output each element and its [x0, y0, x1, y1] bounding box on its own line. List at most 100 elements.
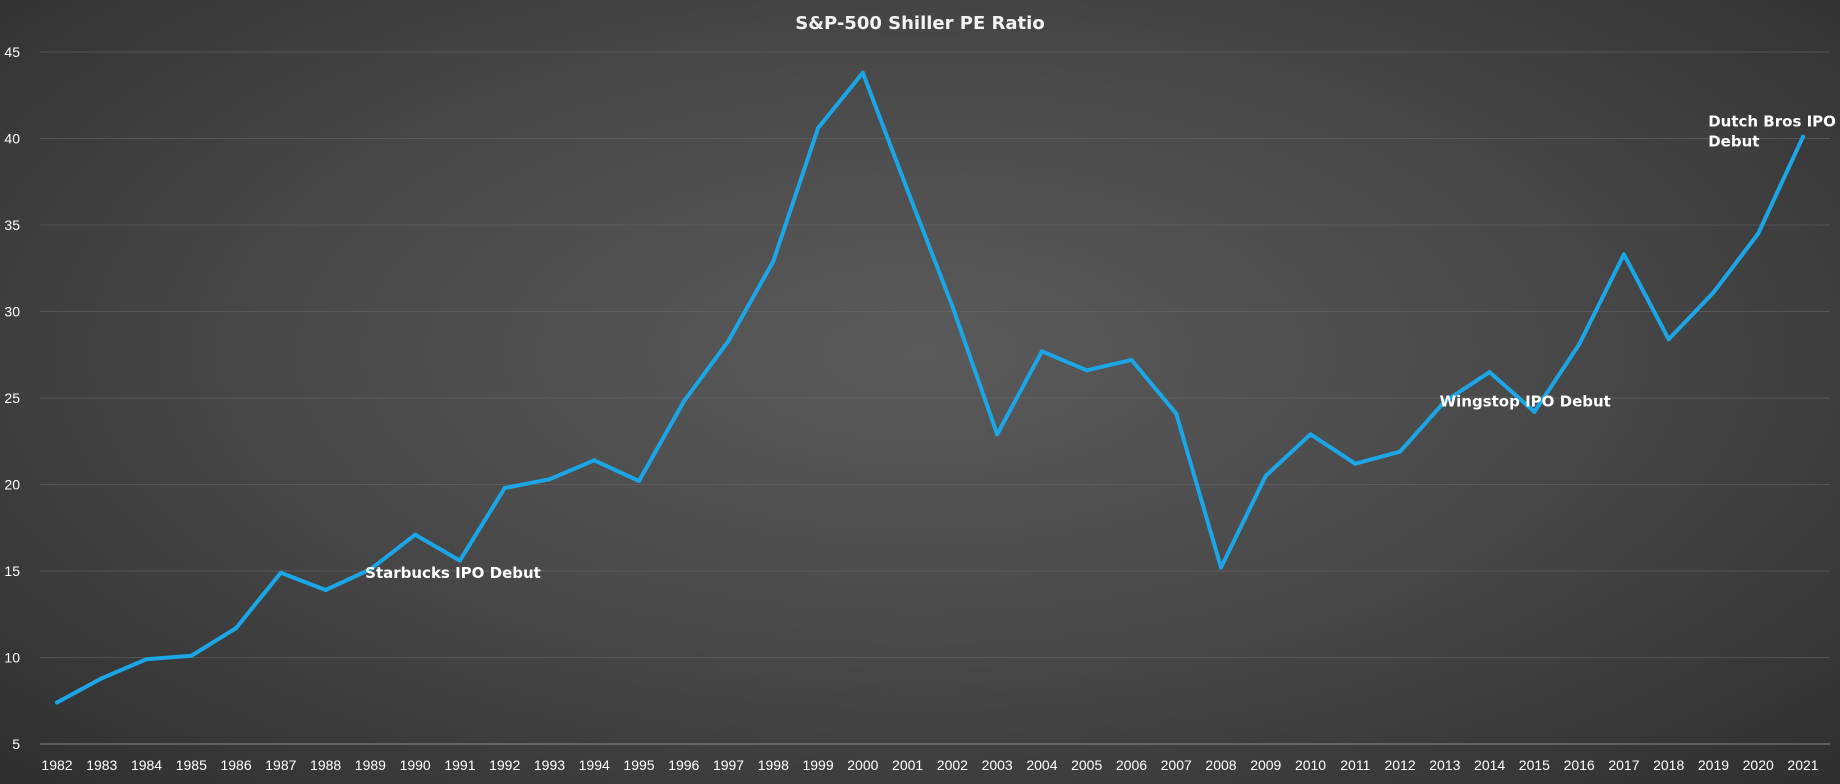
x-tick-label: 1999: [802, 757, 833, 773]
series-line-shiller-pe: [55, 70, 1805, 705]
annotation-starbucks: Starbucks IPO Debut: [365, 564, 541, 582]
x-tick-label: 1986: [220, 757, 251, 773]
x-tick-label: 1995: [623, 757, 654, 773]
data-point-2018: [1666, 337, 1671, 342]
data-point-2021: [1801, 134, 1805, 139]
x-tick-label: 1991: [444, 757, 475, 773]
data-point-2006: [1129, 357, 1134, 362]
x-tick-label: 2013: [1429, 757, 1460, 773]
x-tick-label: 2012: [1384, 757, 1415, 773]
x-tick-label: 1988: [310, 757, 341, 773]
data-point-2009: [1263, 473, 1268, 478]
data-point-2005: [1084, 368, 1089, 373]
x-tick-label: 2005: [1071, 757, 1102, 773]
data-point-1990: [413, 532, 418, 537]
data-point-2019: [1711, 290, 1716, 295]
x-tick-label: 1982: [41, 757, 72, 773]
x-tick-label: 2011: [1340, 757, 1370, 773]
x-tick-label: 1989: [355, 757, 386, 773]
x-tick-label: 1993: [534, 757, 565, 773]
x-tick-label: 2008: [1205, 757, 1236, 773]
data-point-1996: [681, 399, 686, 404]
x-tick-label: 1987: [265, 757, 296, 773]
data-point-1986: [234, 626, 239, 631]
data-point-2014: [1487, 370, 1492, 375]
x-tick-label: 2015: [1519, 757, 1550, 773]
x-tick-label: 1984: [131, 757, 162, 773]
data-point-1985: [189, 653, 194, 658]
y-tick-label: 40: [4, 131, 20, 147]
data-point-2008: [1219, 565, 1223, 570]
data-point-2010: [1308, 432, 1313, 437]
y-tick-label: 10: [4, 650, 20, 666]
data-point-1993: [547, 477, 552, 482]
data-point-2000: [860, 70, 865, 75]
data-point-2013: [1442, 399, 1447, 404]
data-point-2017: [1621, 252, 1626, 257]
x-tick-label: 2007: [1161, 757, 1192, 773]
x-tick-label: 1998: [758, 757, 789, 773]
y-tick-label: 30: [4, 304, 20, 320]
x-tick-label: 2021: [1787, 757, 1818, 773]
y-tick-label: 15: [4, 563, 20, 579]
data-point-1989: [368, 567, 373, 572]
x-tick-label: 2002: [937, 757, 968, 773]
x-tick-label: 2009: [1250, 757, 1281, 773]
x-tick-label: 2014: [1474, 757, 1505, 773]
x-tick-label: 1996: [668, 757, 699, 773]
x-tick-label: 2003: [982, 757, 1013, 773]
annotation-wingstop: Wingstop IPO Debut: [1440, 393, 1611, 411]
data-point-1998: [771, 259, 776, 264]
y-tick-label: 5: [12, 736, 20, 752]
data-point-2002: [950, 304, 955, 309]
data-point-1999: [816, 126, 821, 131]
data-point-2004: [1039, 349, 1044, 354]
x-tick-label: 1990: [400, 757, 431, 773]
data-point-2016: [1577, 342, 1582, 347]
x-tick-label: 1985: [176, 757, 207, 773]
x-axis-ticks: 1982 1983 1984 1985 1986 1987 1988 1989 1990 1991…: [41, 757, 1818, 773]
y-axis-ticks: 5 10 15 20 25 30 35 40 45: [4, 44, 20, 752]
data-point-2012: [1398, 449, 1403, 454]
chart-title: S&P-500 Shiller PE Ratio: [795, 13, 1044, 34]
y-tick-label: 25: [4, 390, 20, 406]
x-tick-label: 2004: [1026, 757, 1057, 773]
data-point-1987: [278, 570, 283, 575]
data-point-1997: [726, 338, 731, 343]
data-point-2011: [1353, 461, 1358, 466]
y-tick-label: 20: [4, 477, 20, 493]
x-tick-label: 1994: [579, 757, 610, 773]
data-point-1995: [637, 479, 641, 484]
gridlines: [40, 51, 1830, 658]
data-point-2020: [1756, 231, 1761, 236]
x-tick-label: 2018: [1653, 757, 1684, 773]
data-point-1982: [55, 700, 59, 705]
annotations: Starbucks IPO Debut Wingstop IPO Debut Dut…: [365, 112, 1836, 582]
x-tick-label: 1997: [713, 757, 744, 773]
y-tick-label: 35: [4, 217, 20, 233]
data-point-1988: [323, 588, 328, 593]
x-tick-label: 1983: [86, 757, 117, 773]
x-tick-label: 2016: [1564, 757, 1595, 773]
data-point-2001: [905, 188, 910, 193]
x-tick-label: 2020: [1743, 757, 1774, 773]
data-point-2007: [1174, 411, 1179, 416]
x-tick-label: 2019: [1698, 757, 1729, 773]
data-point-1983: [99, 676, 104, 681]
x-tick-label: 1992: [489, 757, 520, 773]
x-tick-label: 2006: [1116, 757, 1147, 773]
annotation-dutchbros: Dutch Bros IPO Debut: [1708, 112, 1836, 150]
data-points: [55, 70, 1805, 705]
data-point-1994: [592, 458, 597, 463]
x-tick-label: 2000: [847, 757, 878, 773]
data-point-2003: [995, 432, 1000, 437]
data-point-1992: [502, 485, 507, 490]
data-point-2015: [1532, 409, 1537, 414]
x-tick-label: 2010: [1295, 757, 1326, 773]
data-point-1991: [457, 558, 462, 563]
y-tick-label: 45: [4, 44, 20, 60]
x-tick-label: 2001: [892, 757, 923, 773]
data-point-1984: [144, 657, 149, 662]
